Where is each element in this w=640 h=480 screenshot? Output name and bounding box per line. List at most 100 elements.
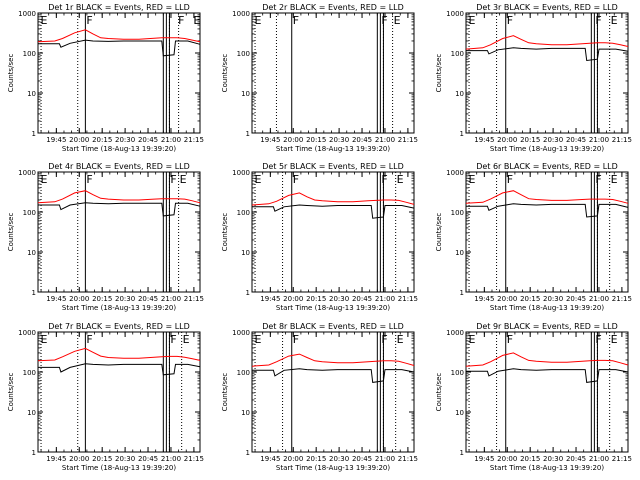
- x-tick-label: 21:15: [184, 455, 204, 463]
- series-line-lld: [251, 192, 415, 206]
- marker-label: F: [595, 173, 601, 186]
- y-tick-label: 1000: [446, 10, 464, 18]
- marker-label: F: [170, 173, 176, 186]
- x-tick-label: 20:00: [497, 455, 517, 463]
- x-axis-label: Start Time (18-Aug-13 19:39:20): [276, 145, 390, 153]
- x-tick-label: 21:15: [398, 136, 418, 144]
- chart-panel-det1r: Det 1r BLACK = Events, RED = LLD 1 10 100 10…: [7, 3, 204, 153]
- chart-panel-det5r: Det 5r BLACK = Events, RED = LLD 1 10 100 10…: [221, 162, 418, 312]
- x-tick-label: 21:15: [184, 295, 204, 303]
- x-tick-label: 20:15: [520, 455, 540, 463]
- chart-title: Det 8r BLACK = Events, RED = LLD: [262, 322, 404, 331]
- x-tick-label: 20:45: [566, 295, 586, 303]
- marker-label: F: [507, 173, 513, 186]
- marker-label: E: [41, 333, 48, 346]
- y-tick-label: 1: [460, 130, 464, 138]
- marker-label: E: [469, 173, 476, 186]
- chart-panel-det4r: Det 4r BLACK = Events, RED = LLD 1 10 100 10…: [7, 162, 204, 312]
- marker-label: F: [595, 333, 601, 346]
- x-tick-label: 20:45: [352, 295, 372, 303]
- y-axis-label: Counts/sec: [7, 373, 15, 412]
- marker-label: E: [183, 333, 190, 346]
- marker-label: F: [86, 333, 92, 346]
- series-line-events: [38, 363, 201, 376]
- series-line-events: [466, 203, 629, 218]
- y-tick-label: 10: [241, 90, 250, 98]
- x-tick-label: 21:15: [612, 136, 632, 144]
- y-tick-label: 10: [27, 409, 36, 417]
- plot-frame: [251, 331, 415, 453]
- x-tick-label: 21:15: [398, 455, 418, 463]
- chart-title: Det 7r BLACK = Events, RED = LLD: [48, 322, 190, 331]
- x-tick-label: 21:00: [589, 295, 609, 303]
- x-tick-label: 19:45: [474, 455, 494, 463]
- x-tick-label: 20:00: [69, 136, 89, 144]
- x-tick-label: 20:30: [329, 136, 349, 144]
- y-tick-label: 1: [460, 449, 464, 457]
- x-tick-label: 19:45: [474, 136, 494, 144]
- y-tick-label: 100: [23, 209, 36, 217]
- y-tick-label: 1000: [18, 10, 36, 18]
- x-tick-label: 20:30: [543, 455, 563, 463]
- x-tick-label: 21:00: [375, 136, 395, 144]
- y-tick-label: 100: [23, 369, 36, 377]
- x-tick-label: 20:00: [497, 136, 517, 144]
- y-tick-label: 100: [237, 209, 250, 217]
- x-tick-label: 20:30: [115, 455, 135, 463]
- chart-title: Det 4r BLACK = Events, RED = LLD: [48, 162, 190, 171]
- x-tick-label: 20:00: [69, 295, 89, 303]
- chart-panel-det7r: Det 7r BLACK = Events, RED = LLD 1 10 100 10…: [7, 322, 204, 472]
- x-tick-label: 19:45: [474, 295, 494, 303]
- x-tick-label: 21:15: [184, 136, 204, 144]
- x-tick-label: 20:15: [520, 295, 540, 303]
- x-tick-label: 19:45: [46, 136, 66, 144]
- marker-label: F: [507, 14, 513, 27]
- series-line-events: [38, 202, 201, 217]
- marker-label: F: [381, 14, 387, 27]
- marker-label: E: [469, 14, 476, 27]
- series-line-lld: [37, 347, 201, 362]
- series-line-events: [38, 39, 201, 57]
- y-axis-label: Counts/sec: [221, 54, 229, 93]
- y-tick-label: 1: [246, 130, 250, 138]
- x-tick-label: 20:15: [306, 295, 326, 303]
- x-tick-label: 21:00: [375, 455, 395, 463]
- x-tick-label: 20:45: [566, 136, 586, 144]
- y-tick-label: 1000: [232, 10, 250, 18]
- x-axis-label: Start Time (18-Aug-13 19:39:20): [276, 464, 390, 472]
- x-axis-label: Start Time (18-Aug-13 19:39:20): [490, 464, 604, 472]
- x-tick-label: 20:00: [283, 455, 303, 463]
- y-tick-label: 1: [246, 449, 250, 457]
- marker-label: E: [41, 14, 48, 27]
- x-tick-label: 21:00: [161, 295, 181, 303]
- marker-label: F: [86, 173, 92, 186]
- x-tick-label: 20:45: [352, 455, 372, 463]
- x-tick-label: 20:30: [329, 295, 349, 303]
- y-axis-label: Counts/sec: [221, 213, 229, 252]
- x-tick-label: 21:00: [589, 136, 609, 144]
- marker-label: F: [507, 333, 513, 346]
- marker-label: E: [180, 173, 187, 186]
- chart-panel-det3r: Det 3r BLACK = Events, RED = LLD 1 10 100 10…: [435, 3, 632, 153]
- x-tick-label: 20:00: [283, 136, 303, 144]
- y-tick-label: 1: [460, 289, 464, 297]
- marker-label: F: [178, 14, 184, 27]
- x-tick-label: 20:15: [92, 295, 112, 303]
- y-tick-label: 1000: [18, 169, 36, 177]
- x-tick-label: 19:45: [260, 295, 280, 303]
- y-tick-label: 1: [32, 130, 36, 138]
- marker-label: F: [293, 173, 299, 186]
- x-tick-label: 20:00: [497, 295, 517, 303]
- chart-title: Det 2r BLACK = Events, RED = LLD: [262, 3, 404, 12]
- series-line-lld: [251, 353, 415, 367]
- series-line-lld: [37, 29, 201, 43]
- x-tick-label: 21:00: [161, 455, 181, 463]
- x-tick-label: 21:00: [161, 136, 181, 144]
- marker-label: F: [170, 333, 176, 346]
- y-tick-label: 10: [241, 249, 250, 257]
- marker-label: E: [611, 173, 618, 186]
- plot-frame: [465, 12, 629, 134]
- x-tick-label: 20:15: [520, 136, 540, 144]
